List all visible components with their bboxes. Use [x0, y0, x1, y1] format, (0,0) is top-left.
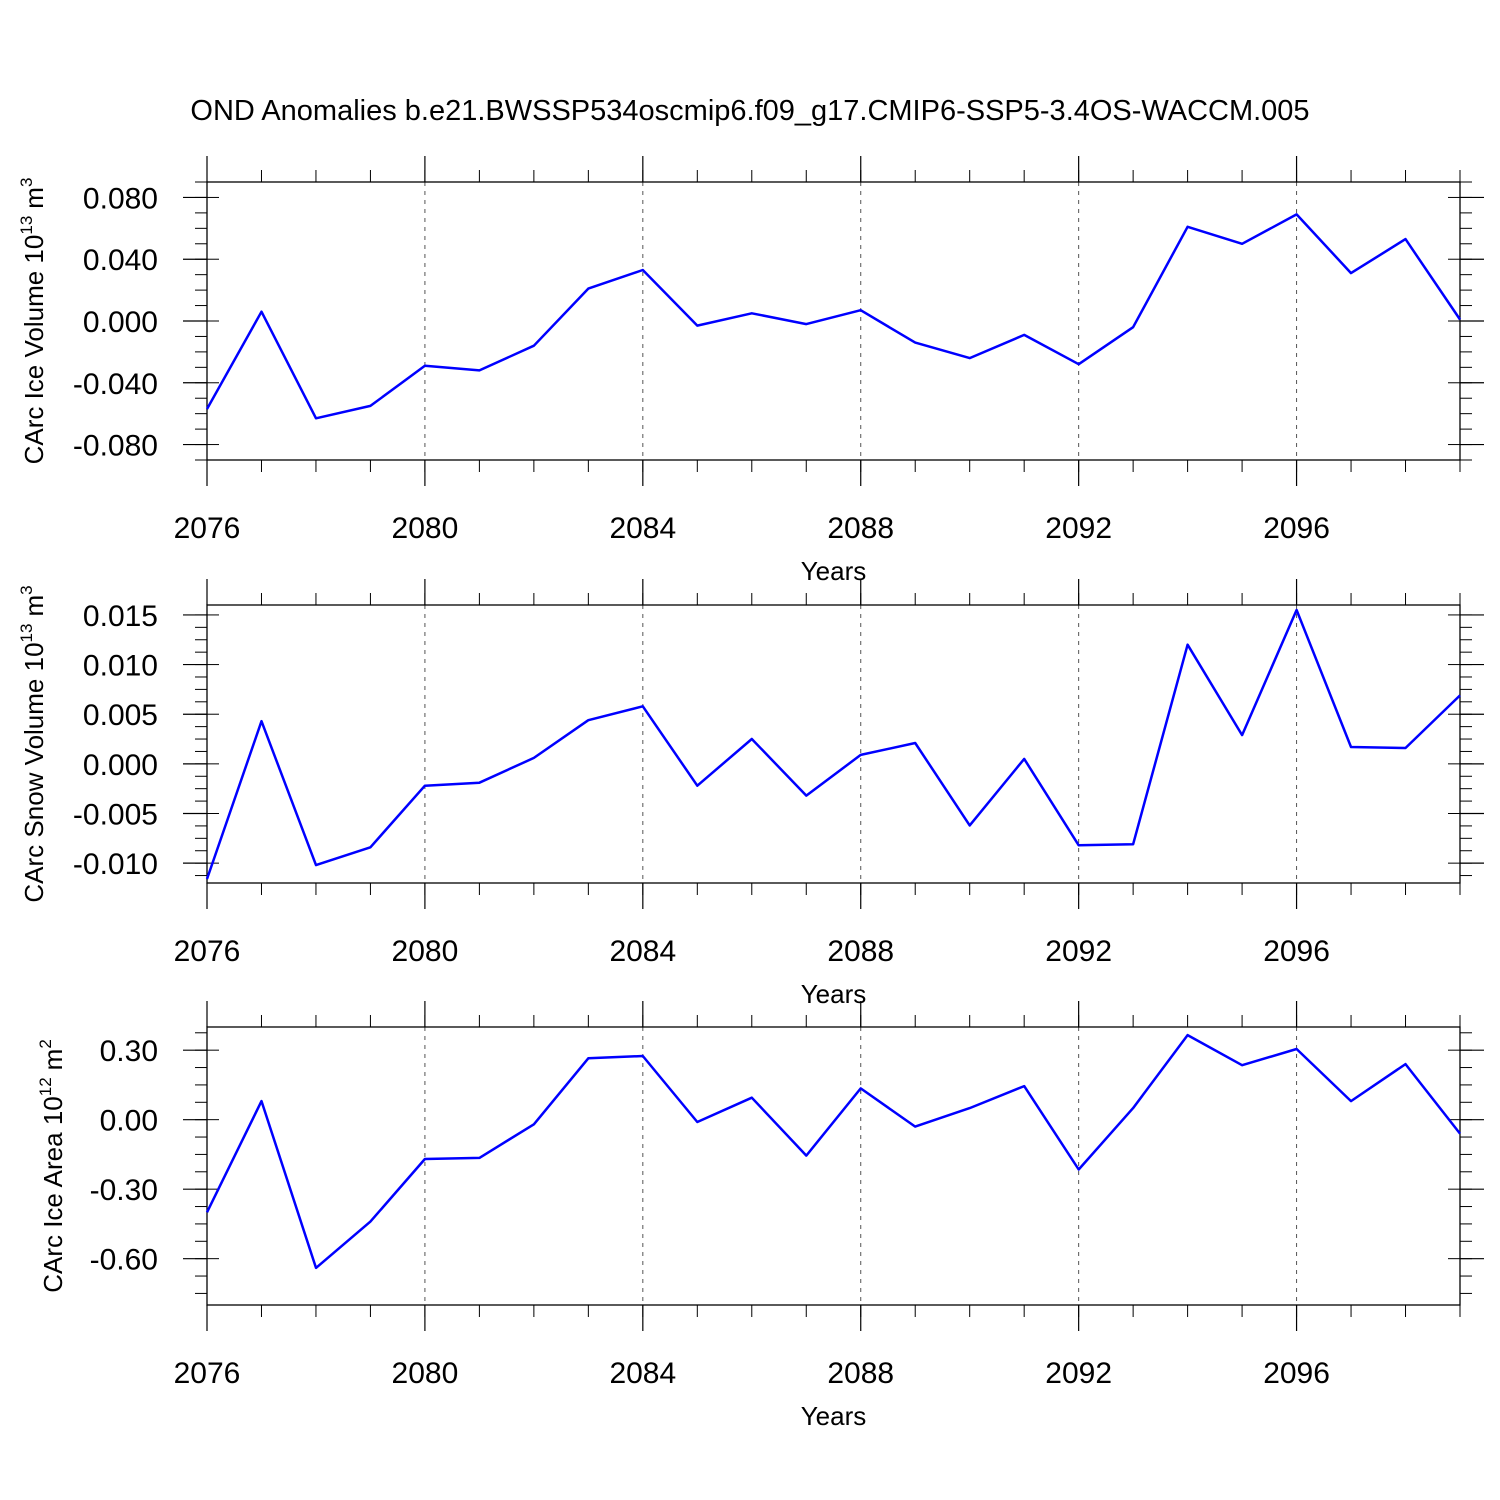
chart-title: OND Anomalies b.e21.BWSSP534oscmip6.f09_…: [190, 95, 1309, 127]
y-tick-label--0.30: -0.30: [90, 1174, 158, 1207]
panel-3: 2076 2080 2084 2088 2092 2096 Years -0.60 -0.30 0…: [36, 1001, 1484, 1431]
x-tick-label-2096: 2096: [1263, 935, 1330, 968]
x-tick-label-2084: 2084: [609, 1357, 676, 1390]
data-series-line: [205, 608, 1461, 880]
y-tick-label-0.015: 0.015: [83, 600, 158, 633]
x-axis-label: Years: [801, 979, 867, 1009]
y-tick-label-0.010: 0.010: [83, 650, 158, 683]
plot-frame: [206, 181, 1461, 461]
x-tick-label-2076: 2076: [174, 512, 241, 545]
y-axis-label-main: CArc Snow Volume 10: [19, 642, 49, 902]
y-tick-label-0.005: 0.005: [83, 699, 158, 732]
y-tick-label-0.000: 0.000: [83, 306, 158, 339]
plot-frame: [206, 1026, 1461, 1306]
x-tick-label-2096: 2096: [1263, 512, 1330, 545]
x-tick-label-2076: 2076: [174, 935, 241, 968]
y-axis-label-unit: m: [38, 1049, 68, 1071]
x-tick-label-2088: 2088: [827, 1357, 894, 1390]
x-axis-label: Years: [801, 556, 867, 586]
data-series-line: [205, 213, 1462, 420]
x-tick-label-2092: 2092: [1045, 1357, 1112, 1390]
x-tick-label-2080: 2080: [392, 512, 459, 545]
panel-1: 2076 2080 2084 2088 2092 2096 Years -0.080 -0.04…: [17, 156, 1484, 586]
y-tick-label-0.00: 0.00: [100, 1105, 158, 1138]
y-tick-label-0.30: 0.30: [100, 1035, 158, 1068]
y-axis-label: CArc Ice Volume 1013 m3: [17, 178, 49, 465]
panel-2: 2076 2080 2084 2088 2092 2096 Years -0.010 -0.00…: [17, 579, 1484, 1009]
y-axis-label-unit-exponent: 3: [17, 178, 36, 187]
x-tick-label-2080: 2080: [392, 935, 459, 968]
y-tick-label--0.040: -0.040: [73, 368, 158, 401]
panels: 2076 2080 2084 2088 2092 2096 Years -0.080 -0.04…: [17, 156, 1484, 1431]
y-axis-label-main: CArc Ice Area 10: [38, 1096, 68, 1293]
data-series-line: [205, 1033, 1461, 1270]
y-axis-label: CArc Ice Area 1012 m2: [36, 1039, 68, 1293]
x-tick-label-2084: 2084: [609, 935, 676, 968]
y-tick-label--0.005: -0.005: [73, 799, 158, 832]
y-axis-label: CArc Snow Volume 1013 m3: [17, 585, 49, 902]
x-axis-label: Years: [801, 1401, 867, 1431]
y-axis-label-main: CArc Ice Volume 10: [19, 235, 49, 465]
y-tick-label--0.60: -0.60: [90, 1244, 158, 1277]
x-tick-label-2084: 2084: [609, 512, 676, 545]
x-tick-label-2076: 2076: [174, 1357, 241, 1390]
y-axis-label-unit: m: [19, 187, 49, 209]
y-axis-label-unit: m: [19, 595, 49, 617]
y-tick-label-0.000: 0.000: [83, 749, 158, 782]
x-tick-label-2092: 2092: [1045, 935, 1112, 968]
x-tick-label-2080: 2080: [392, 1357, 459, 1390]
y-axis-label-exponent: 13: [17, 216, 36, 235]
x-tick-label-2088: 2088: [827, 512, 894, 545]
y-axis-label-unit-exponent: 3: [17, 585, 36, 594]
x-tick-label-2092: 2092: [1045, 512, 1112, 545]
y-axis-label-exponent: 13: [17, 624, 36, 643]
y-axis-label-exponent: 12: [36, 1077, 55, 1096]
x-tick-label-2096: 2096: [1263, 1357, 1330, 1390]
y-tick-label--0.010: -0.010: [73, 848, 158, 881]
plot-frame: [206, 604, 1461, 884]
y-tick-label--0.080: -0.080: [73, 430, 158, 463]
y-tick-label-0.080: 0.080: [83, 182, 158, 215]
x-tick-label-2088: 2088: [827, 935, 894, 968]
y-axis-label-unit-exponent: 2: [36, 1039, 55, 1048]
y-tick-label-0.040: 0.040: [83, 244, 158, 277]
